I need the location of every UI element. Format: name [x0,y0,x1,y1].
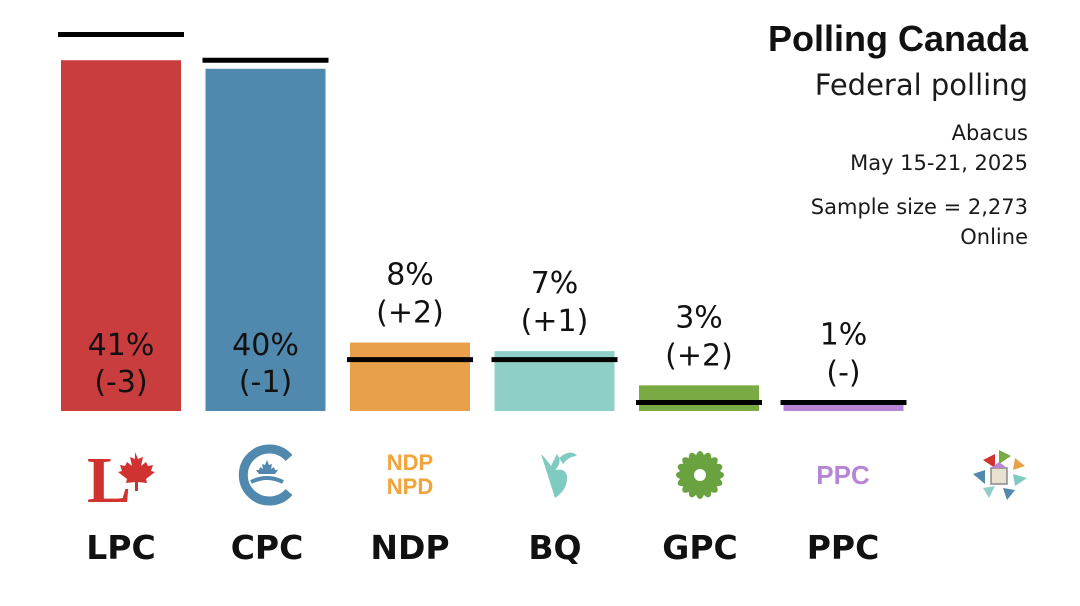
liberal-maple-leaf-icon: L [59,440,183,517]
poll-mode: Online [960,225,1028,249]
change-label-cpc: (-1) [239,365,292,400]
ppc-logo-text: PPC [816,460,870,490]
party-label-ndp: NDP [370,528,450,567]
pollster-name: Abacus [951,121,1028,145]
svg-text:L: L [87,444,131,510]
sample-size: Sample size = 2,273 [810,195,1028,219]
bloc-quebecois-icon [493,440,617,510]
party-label-ppc: PPC [806,528,880,567]
party-label-bq: BQ [528,528,582,567]
value-label-gpc: 3% [675,300,723,335]
value-label-lpc: 41% [88,328,155,363]
bar-ppc [783,402,904,411]
bar-ndp [350,342,470,411]
bar-lpc [61,60,181,411]
green-party-flower-icon [638,440,762,510]
party-label-gpc: GPC [662,528,738,567]
value-label-cpc: 40% [232,328,299,363]
conservative-c-maple-icon [205,440,329,510]
change-label-gpc: (+2) [665,338,733,373]
party-label-lpc: LPC [86,528,156,567]
party-label-cpc: CPC [230,528,304,567]
poll-dates: May 15-21, 2025 [850,151,1028,175]
ndp-npd-wordmark-icon: NDP NPD [348,440,472,510]
ndp-logo-bottom: NPD [387,474,433,499]
chart-subtitle: Federal polling [814,68,1028,102]
chart-title: Polling Canada [767,18,1028,59]
bar-gpc [639,385,759,411]
other-parties-icon [937,440,1061,510]
change-label-ppc: (-) [826,355,860,390]
change-label-lpc: (-3) [94,365,147,400]
ndp-logo-top: NDP [387,450,433,475]
value-label-bq: 7% [531,266,579,301]
ppc-wordmark-icon: PPC [781,440,905,510]
value-label-ndp: 8% [386,258,434,293]
change-label-ndp: (+2) [376,296,444,331]
bar-cpc [205,68,326,412]
value-label-ppc: 1% [820,317,868,352]
change-label-bq: (+1) [521,304,589,339]
